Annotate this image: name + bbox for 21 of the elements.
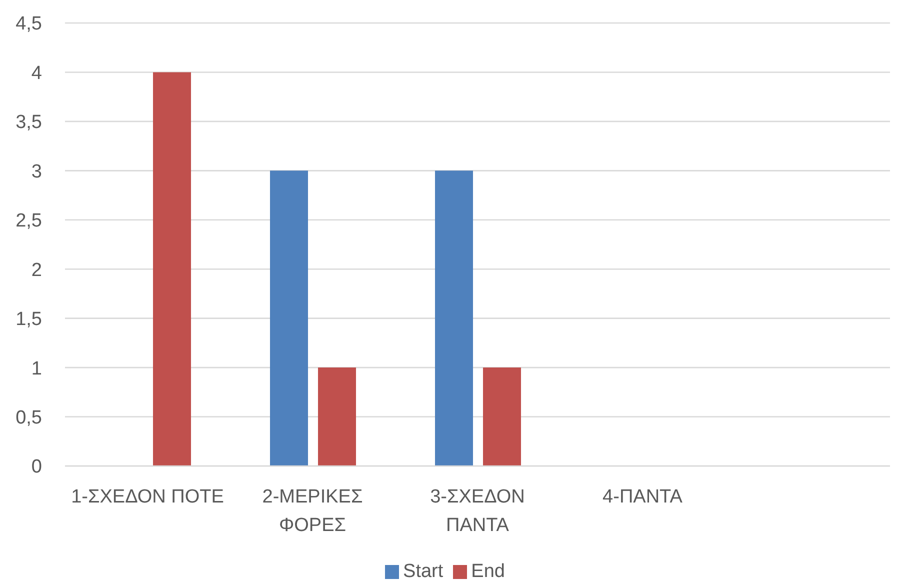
x-tick-label: 4-ΠΑΝΤΑ [602,486,683,508]
y-tick-label: 4,5 [16,14,42,35]
x-tick-label: 1-ΣΧΕΔΟΝ ΠΟΤΕ [71,486,224,508]
y-tick-label: 2,5 [16,210,42,232]
bar [153,72,191,466]
y-tick-label: 3,5 [16,112,42,134]
y-tick-label: 2 [31,260,42,281]
legend-label: End [471,561,505,582]
legend-label: Start [403,561,444,582]
bar [318,368,356,466]
bar [483,368,521,466]
y-tick-label: 0,5 [16,408,42,429]
x-tick-label: 2-ΜΕΡΙΚΕΣ ΦΟΡΕΣ [262,486,363,536]
y-tick-label: 3 [31,161,42,182]
x-tick-label: 3-ΣΧΕΔΟΝ ΠΑΝΤΑ [430,486,525,536]
y-tick-label: 0 [31,456,42,478]
bar [270,170,308,466]
y-tick-label: 4 [31,62,42,84]
bar [435,170,473,466]
y-tick-label: 1,5 [16,309,42,330]
y-tick-label: 1 [31,358,42,380]
